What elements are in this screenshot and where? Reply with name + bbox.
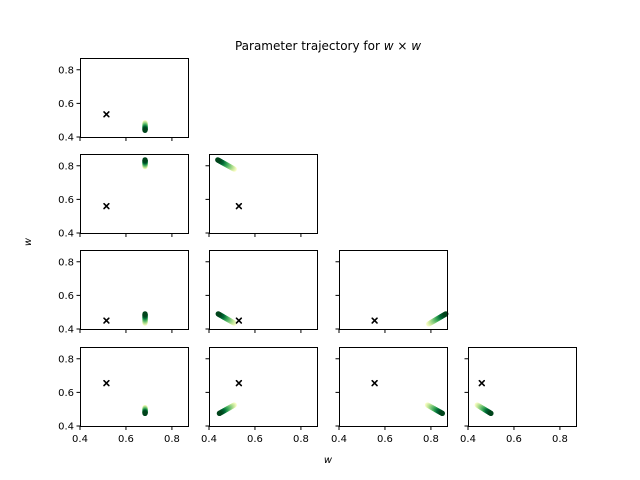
subplot-r1-c0: 0.4 0.6 0.8 — [58, 154, 189, 240]
target-marker — [103, 317, 110, 324]
target-marker — [103, 202, 110, 210]
target-marker-stroke — [103, 111, 110, 118]
subplot-r1-c1 — [205, 154, 318, 237]
target-marker-stroke — [103, 317, 110, 324]
chart-title: Parameter trajectory for w × w — [235, 39, 421, 53]
y-axis-label: w — [23, 237, 34, 246]
x-tick-label: 0.8 — [423, 434, 439, 445]
subplot-background — [339, 347, 447, 426]
x-tick-label: 0.8 — [164, 434, 180, 445]
target-marker-stroke — [103, 202, 110, 210]
y-tick-label: 0.6 — [58, 388, 74, 399]
subplot-r3-c3: 0.4 0.6 0.8 — [460, 347, 577, 445]
y-tick-label: 0.8 — [58, 161, 74, 172]
y-tick-label: 0.4 — [58, 422, 74, 433]
subplot-r2-c1 — [205, 250, 318, 333]
x-tick-label: 0.6 — [118, 434, 134, 445]
subplot-background — [80, 58, 188, 137]
subplot-frame — [80, 250, 189, 330]
subplot-frame — [339, 347, 448, 427]
trajectory-point — [215, 157, 221, 163]
subplot-r3-c0: 0.4 0.6 0.8 0.4 0.6 0.8 — [58, 347, 189, 445]
subplot-frame — [209, 347, 318, 427]
y-tick-label: 0.6 — [58, 99, 74, 110]
y-tick-label: 0.4 — [58, 325, 74, 336]
trajectory-point — [488, 410, 494, 416]
x-tick-label: 0.8 — [552, 434, 568, 445]
target-marker-stroke — [371, 379, 378, 387]
y-tick-label: 0.8 — [58, 257, 74, 268]
trajectory-point — [215, 311, 221, 317]
trajectory-point — [142, 157, 148, 163]
subplot-frame — [468, 347, 577, 427]
y-tick-label: 0.4 — [58, 229, 74, 240]
subplot-frame — [339, 250, 448, 330]
target-marker-stroke — [235, 379, 243, 387]
chart-title-text: Parameter trajectory for — [235, 39, 384, 53]
y-tick-label: 0.6 — [58, 195, 74, 206]
x-tick-label: 0.6 — [506, 434, 522, 445]
y-tick-label: 0.8 — [58, 354, 74, 365]
subplot-r3-c2: 0.4 0.6 0.8 — [331, 347, 448, 445]
y-tick-label: 0.6 — [58, 291, 74, 302]
x-tick-label: 0.6 — [377, 434, 393, 445]
x-tick-label: 0.4 — [72, 434, 88, 445]
subplot-background — [80, 347, 188, 426]
subplot-frame — [209, 154, 318, 234]
target-marker-stroke — [478, 379, 485, 387]
subplot-background — [209, 347, 317, 426]
target-marker — [235, 379, 243, 387]
y-tick-label: 0.4 — [58, 133, 74, 144]
subplot-r2-c0: 0.4 0.6 0.8 — [58, 250, 189, 336]
trajectory-point — [439, 410, 445, 416]
subplot-r3-c1: 0.4 0.6 0.8 — [201, 347, 318, 445]
trajectory-point — [142, 410, 148, 416]
target-marker-stroke — [371, 317, 378, 324]
trajectory-point — [142, 311, 148, 317]
target-marker — [235, 317, 243, 324]
subplot-r2-c2 — [335, 250, 449, 333]
x-tick-label: 0.4 — [201, 434, 217, 445]
subplot-frame — [80, 347, 189, 427]
x-tick-label: 0.4 — [460, 434, 476, 445]
subplot-background — [80, 250, 188, 329]
panel-grid: 0.40.60.80.40.60.80.40.60.80.40.60.80.4 0… — [58, 58, 577, 445]
subplot-background — [468, 347, 576, 426]
subplot-r0-c0: 0.4 0.6 0.8 — [58, 58, 189, 144]
trajectory-point — [142, 127, 148, 133]
subplot-frame — [209, 250, 318, 330]
target-marker — [371, 317, 378, 324]
x-tick-label: 0.8 — [293, 434, 309, 445]
y-tick-label: 0.8 — [58, 65, 74, 76]
subplot-background — [339, 250, 447, 329]
x-tick-label: 0.4 — [331, 434, 347, 445]
x-tick-label: 0.6 — [247, 434, 263, 445]
target-marker — [478, 379, 485, 387]
target-marker — [103, 111, 110, 118]
trajectory-point — [216, 410, 222, 416]
target-marker — [235, 202, 243, 210]
subplot-background — [209, 250, 317, 329]
target-marker-stroke — [103, 379, 110, 387]
target-marker — [103, 379, 110, 387]
target-marker — [371, 379, 378, 387]
x-axis-label: w — [324, 455, 333, 466]
subplot-frame — [80, 58, 189, 138]
subplot-frame — [80, 154, 189, 234]
target-marker-stroke — [235, 202, 243, 210]
target-marker-stroke — [235, 317, 243, 324]
chart-title-math: w × w — [384, 39, 421, 53]
subplot-background — [80, 154, 188, 233]
